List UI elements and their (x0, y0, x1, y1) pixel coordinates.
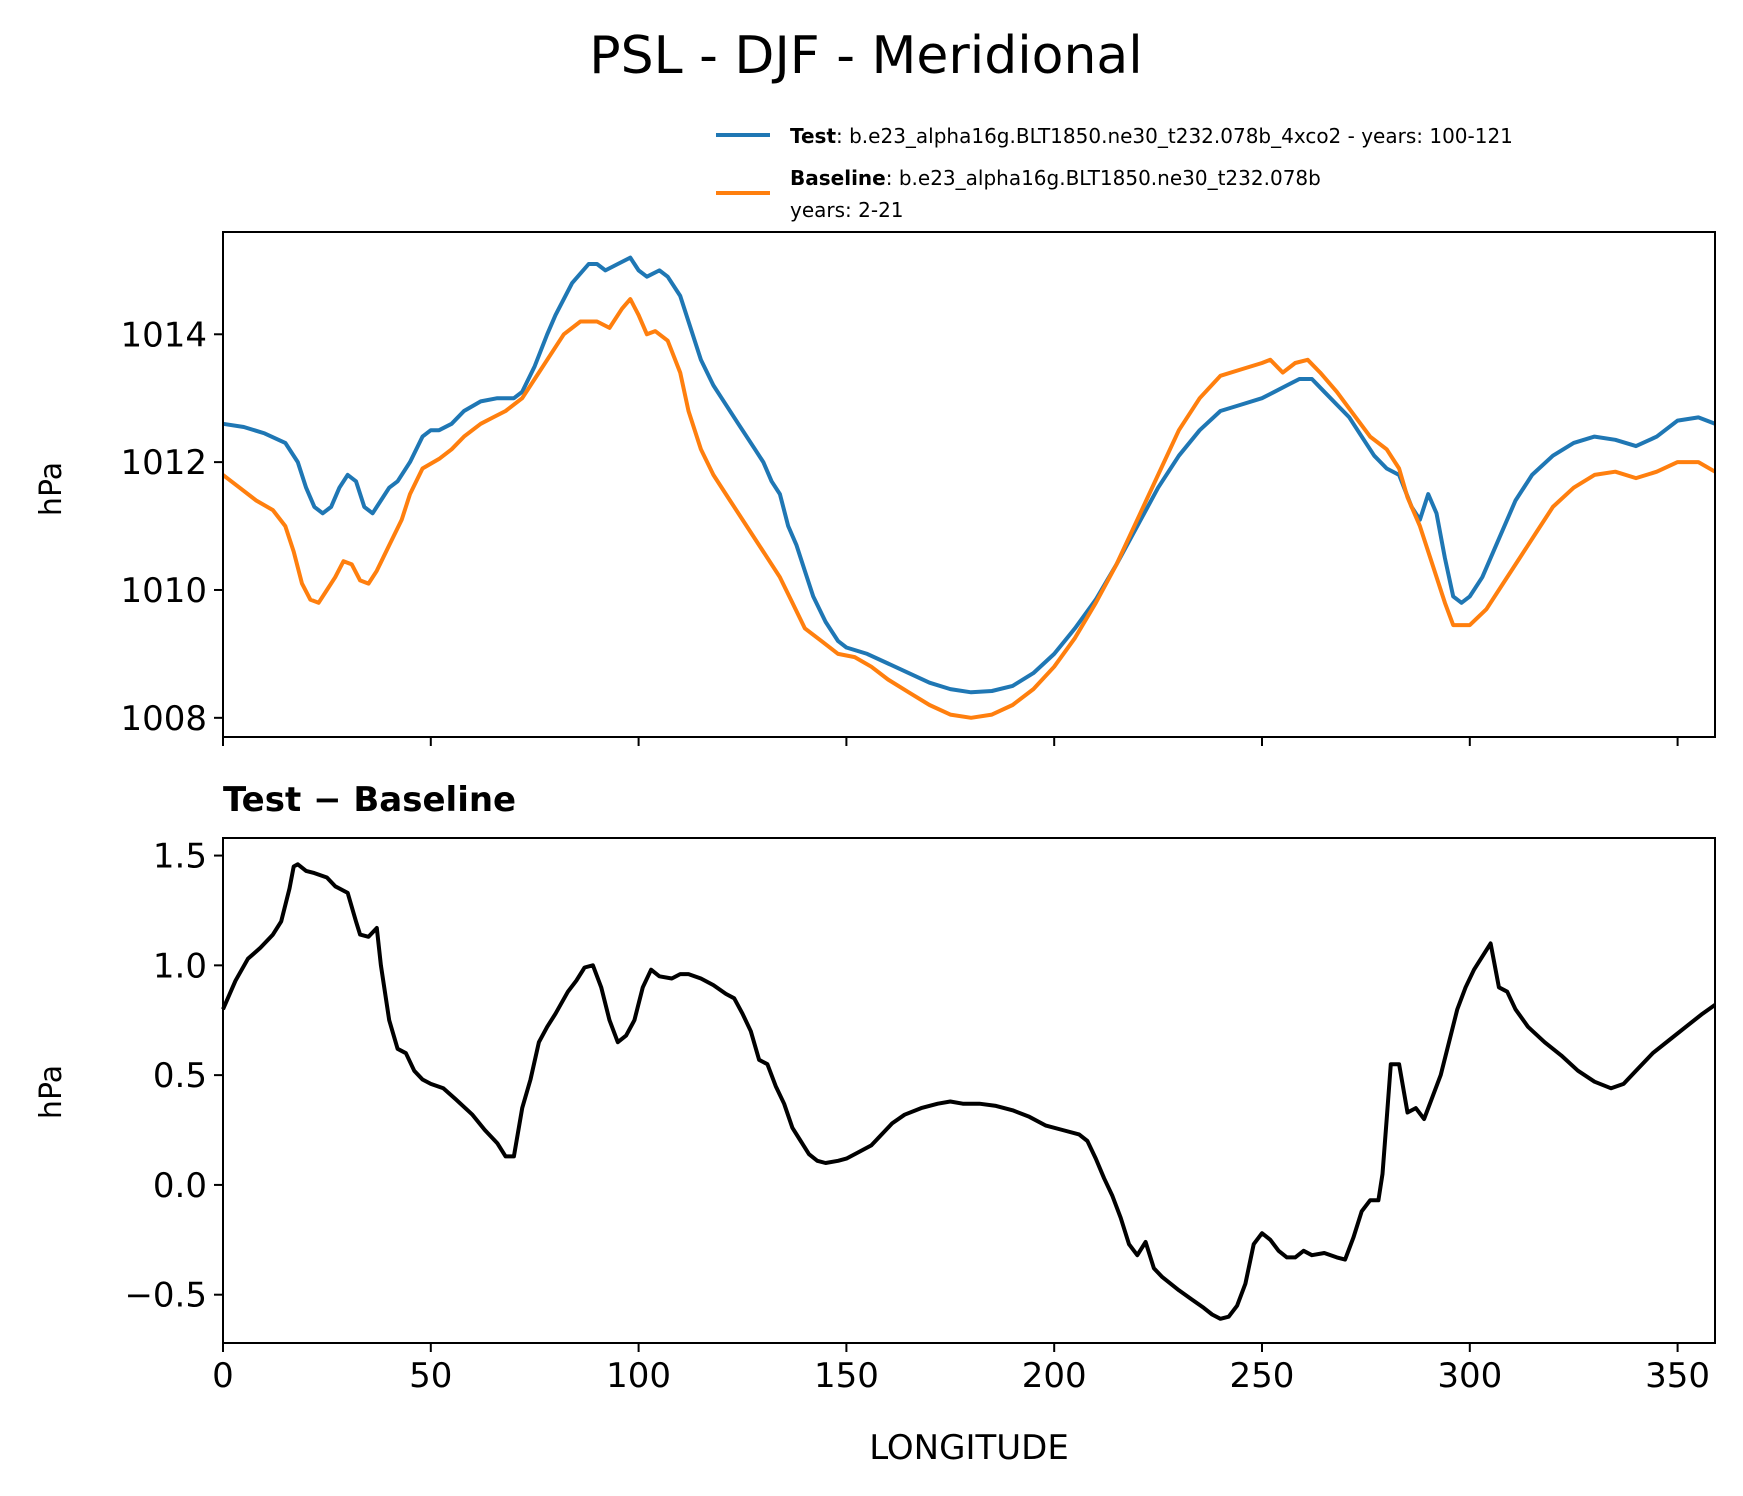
bottom-xtick-label: 100 (606, 1356, 671, 1396)
top-series-group (221, 255, 1717, 720)
top-series-line-test (222, 255, 1716, 695)
bottom-xtick-label: 0 (212, 1356, 234, 1396)
top-ylabel: hPa (34, 462, 69, 516)
bottom-series-group (221, 862, 1717, 1321)
legend-test-entry: Test: b.e23_alpha16g.BLT1850.ne30_t232.0… (790, 124, 1513, 148)
legend-baseline-entry: Baseline: b.e23_alpha16g.BLT1850.ne30_t2… (790, 166, 1321, 190)
top-ytick-label: 1014 (120, 315, 207, 355)
legend-baseline-years: years: 2-21 (790, 198, 904, 222)
bottom-axes-frame (222, 837, 1716, 1344)
legend-baseline-key: Baseline (790, 166, 886, 190)
top-panel: 1008 1010 1012 1014 hPa (34, 231, 1717, 746)
bottom-xtick-label: 200 (1022, 1356, 1087, 1396)
legend: Test: b.e23_alpha16g.BLT1850.ne30_t232.0… (716, 124, 1513, 222)
bottom-ytick-label: 1.5 (153, 837, 207, 877)
bottom-panel-title: Test − Baseline (223, 780, 516, 820)
bottom-ytick-label: 0.0 (153, 1166, 207, 1206)
bottom-ylabel: hPa (34, 1065, 69, 1119)
top-ytick-label: 1012 (120, 443, 207, 483)
bottom-xtick-label: 350 (1645, 1356, 1710, 1396)
bottom-xtick-label: 250 (1230, 1356, 1295, 1396)
top-axes-frame (222, 231, 1716, 738)
bottom-xtick-label: 50 (409, 1356, 452, 1396)
bottom-series-line-test-baseline (221, 862, 1717, 1321)
top-ytick-label: 1008 (120, 699, 207, 739)
top-series-line-baseline (221, 297, 1717, 720)
bottom-panel: Test − Baseline 0 50 100 150 200 250 300 350 −0.… (34, 780, 1717, 1468)
legend-test-desc: : b.e23_alpha16g.BLT1850.ne30_t232.078b_… (836, 124, 1513, 148)
bottom-ytick-label: 0.5 (153, 1056, 207, 1096)
bottom-ytick-label: −0.5 (124, 1276, 207, 1316)
legend-test-key: Test (790, 124, 836, 148)
bottom-xlabel: LONGITUDE (869, 1428, 1069, 1468)
figure-title: PSL - DJF - Meridional (589, 26, 1143, 86)
bottom-axes-ticks: 0 50 100 150 200 250 300 350 −0.5 0.0 0.5 1.0 1.5 (124, 837, 1710, 1396)
top-axes-ticks: 1008 1010 1012 1014 (120, 315, 1679, 746)
bottom-xtick-label: 300 (1437, 1356, 1502, 1396)
bottom-xtick-label: 150 (814, 1356, 879, 1396)
bottom-ytick-label: 1.0 (153, 946, 207, 986)
legend-baseline-desc: : b.e23_alpha16g.BLT1850.ne30_t232.078b (886, 166, 1321, 190)
top-ytick-label: 1010 (120, 571, 207, 611)
